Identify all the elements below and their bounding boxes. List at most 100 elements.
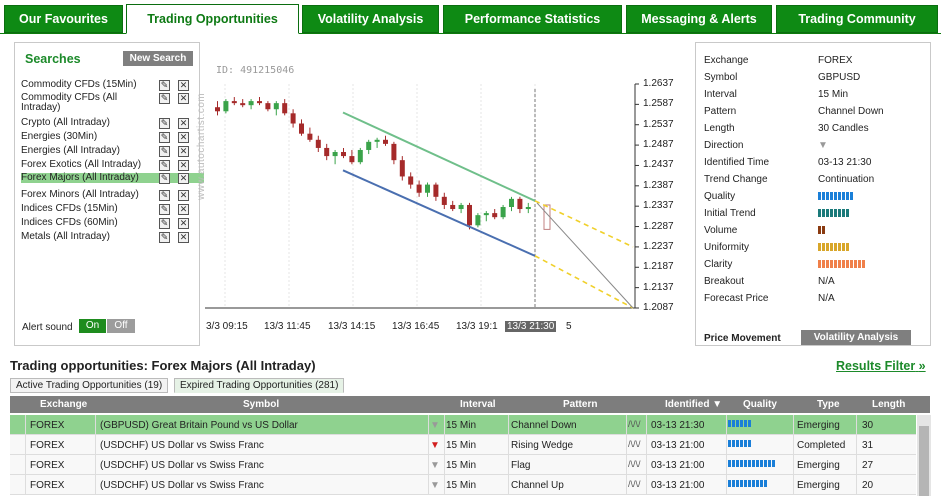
volatility-analysis-button[interactable]: Volatility Analysis — [801, 330, 911, 345]
edit-icon[interactable]: ✎ — [159, 146, 170, 157]
edit-icon[interactable]: ✎ — [159, 132, 170, 143]
score-bar — [818, 243, 849, 251]
search-item[interactable]: Commodity CFDs (All Intraday) ✎ ✕ — [21, 93, 204, 113]
detail-value: Channel Down — [818, 106, 884, 117]
search-item[interactable]: Indices CFDs (60Min) ✎ ✕ — [21, 218, 204, 229]
tab-trading-community[interactable]: Trading Community — [776, 5, 938, 33]
detail-row: Direction ▼ — [704, 137, 924, 154]
delete-icon[interactable]: ✕ — [178, 232, 189, 243]
delete-icon[interactable]: ✕ — [178, 118, 189, 129]
tab-performance-statistics[interactable]: Performance Statistics — [443, 5, 622, 33]
candle — [475, 215, 481, 226]
table-row[interactable]: FOREX (GBPUSD) Great Britain Pound vs US … — [10, 415, 916, 435]
search-item[interactable]: Forex Exotics (All Intraday) ✎ ✕ — [21, 160, 204, 171]
cell-interval: 15 Min — [446, 420, 477, 431]
pattern-preview-icon[interactable]: /\/\/ — [628, 419, 641, 429]
search-item[interactable]: Commodity CFDs (15Min) ✎ ✕ — [21, 80, 204, 91]
y-tick-label: 1.2137 — [643, 281, 674, 293]
detail-row: Clarity — [704, 256, 924, 273]
search-item[interactable]: Crypto (All Intraday) ✎ ✕ — [21, 118, 204, 129]
tab-expired-opportunities[interactable]: Expired Trading Opportunities (281) — [174, 378, 345, 393]
edit-icon[interactable]: ✎ — [159, 173, 170, 184]
edit-icon[interactable]: ✎ — [159, 218, 170, 229]
detail-row: Pattern Channel Down — [704, 103, 924, 120]
edit-icon[interactable]: ✎ — [159, 160, 170, 171]
delete-icon[interactable]: ✕ — [178, 173, 189, 184]
edit-icon[interactable]: ✎ — [159, 118, 170, 129]
alert-off-toggle[interactable]: Off — [107, 319, 135, 333]
candle — [315, 139, 321, 148]
searches-title: Searches — [25, 52, 81, 66]
delete-icon[interactable]: ✕ — [178, 93, 189, 104]
table-row[interactable]: FOREX (USDCHF) US Dollar vs Swiss Franc 15… — [10, 475, 916, 495]
tab-trading-opportunities[interactable]: Trading Opportunities — [126, 4, 299, 34]
cell-symbol: (USDCHF) US Dollar vs Swiss Franc — [100, 440, 264, 451]
col-quality[interactable]: Quality — [743, 399, 777, 410]
detail-label: Symbol — [704, 72, 738, 83]
new-search-button[interactable]: New Search — [123, 51, 193, 66]
candle — [357, 149, 363, 163]
detail-label: Uniformity — [704, 242, 750, 253]
pattern-preview-icon[interactable]: /\/\/ — [628, 459, 641, 469]
search-item-label: Energies (All Intraday) — [21, 145, 120, 156]
cell-exchange: FOREX — [30, 420, 65, 431]
search-item[interactable]: Energies (30Min) ✎ ✕ — [21, 131, 204, 143]
delete-icon[interactable]: ✕ — [178, 160, 189, 171]
detail-label: Direction — [704, 140, 744, 151]
col-exchange[interactable]: Exchange — [40, 399, 88, 410]
edit-icon[interactable]: ✎ — [159, 190, 170, 201]
pattern-preview-icon[interactable]: /\/\/ — [628, 439, 641, 449]
delete-icon[interactable]: ✕ — [178, 204, 189, 215]
detail-row: Forecast Price N/A — [704, 290, 924, 307]
detail-label: Initial Trend — [704, 208, 756, 219]
forecast-lower — [534, 255, 634, 309]
cell-interval: 15 Min — [446, 480, 477, 491]
candle — [248, 101, 254, 106]
y-tick-label: 1.2287 — [643, 220, 674, 232]
search-item[interactable]: Forex Minors (All Intraday) ✎ ✕ — [21, 190, 204, 201]
col-length[interactable]: Length — [872, 399, 906, 410]
detail-label: Pattern — [704, 106, 737, 117]
edit-icon[interactable]: ✎ — [159, 80, 170, 91]
search-item[interactable]: Forex Majors (All Intraday) ✎ ✕ — [21, 173, 204, 184]
delete-icon[interactable]: ✕ — [178, 190, 189, 201]
delete-icon[interactable]: ✕ — [178, 146, 189, 157]
edit-icon[interactable]: ✎ — [159, 232, 170, 243]
edit-icon[interactable]: ✎ — [159, 93, 170, 104]
table-row[interactable]: FOREX (USDCHF) US Dollar vs Swiss Franc 15… — [10, 455, 916, 475]
score-bar — [818, 192, 853, 200]
edit-icon[interactable]: ✎ — [159, 204, 170, 215]
delete-icon[interactable]: ✕ — [178, 218, 189, 229]
col-identified[interactable]: Identified ▼ — [665, 399, 723, 410]
y-tick-label: 1.2437 — [643, 159, 674, 171]
candle — [467, 204, 472, 226]
tab-our-favourites[interactable]: Our Favourites — [4, 5, 123, 33]
price-chart[interactable] — [205, 80, 645, 325]
chart-id: ID: 491215046 — [216, 65, 295, 76]
table-row[interactable]: FOREX (USDCHF) US Dollar vs Swiss Franc 15… — [10, 435, 916, 455]
search-item[interactable]: Energies (All Intraday) ✎ ✕ — [21, 145, 204, 157]
col-symbol[interactable]: Symbol — [243, 399, 280, 410]
pattern-preview-icon[interactable]: /\/\/ — [628, 479, 641, 489]
alert-on-toggle[interactable]: On — [79, 319, 106, 333]
channel-lower-line — [342, 169, 536, 257]
tab-active-opportunities[interactable]: Active Trading Opportunities (19) — [10, 378, 169, 393]
col-interval[interactable]: Interval — [460, 399, 496, 410]
direction-icon: ▼ — [430, 460, 440, 471]
tab-messaging-alerts[interactable]: Messaging & Alerts — [626, 5, 772, 33]
search-item[interactable]: Metals (All Intraday) ✎ ✕ — [21, 232, 204, 243]
detail-row: Identified Time 03-13 21:30 — [704, 154, 924, 171]
results-filter-link[interactable]: Results Filter » — [836, 359, 926, 373]
col-pattern[interactable]: Pattern — [563, 399, 598, 410]
tab-volatility-analysis[interactable]: Volatility Analysis — [302, 5, 439, 33]
search-item[interactable]: Indices CFDs (15Min) ✎ ✕ — [21, 204, 204, 215]
candle — [324, 147, 330, 157]
col-type[interactable]: Type — [817, 399, 840, 410]
candle — [231, 101, 237, 104]
delete-icon[interactable]: ✕ — [178, 132, 189, 143]
cell-pattern: Flag — [511, 460, 531, 471]
candle — [408, 176, 414, 185]
search-item-label: Energies (30Min) — [21, 131, 98, 142]
delete-icon[interactable]: ✕ — [178, 80, 189, 91]
results-scrollbar-thumb[interactable] — [919, 426, 929, 496]
